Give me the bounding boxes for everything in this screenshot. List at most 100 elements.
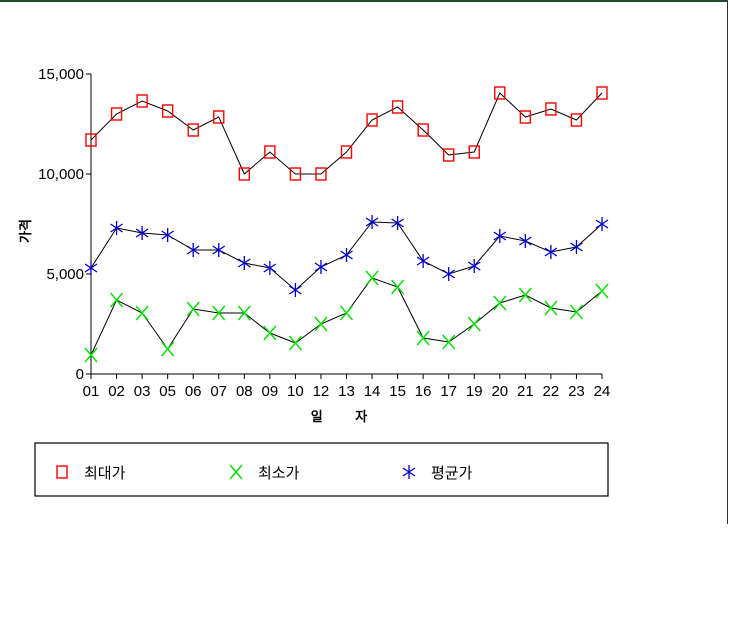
data-point <box>237 305 251 321</box>
data-point <box>212 305 226 321</box>
legend-marker <box>402 465 416 479</box>
data-point <box>237 256 251 270</box>
data-point <box>263 261 277 275</box>
data-point <box>493 229 507 243</box>
data-point <box>494 86 506 100</box>
legend-label: 최소가 <box>258 464 300 482</box>
data-point <box>161 104 174 118</box>
axes <box>90 74 602 375</box>
x-tick-label: 07 <box>210 383 227 400</box>
data-point <box>288 335 302 351</box>
chart-frame <box>0 0 728 524</box>
data-point <box>135 305 149 321</box>
data-point <box>443 148 455 162</box>
x-tick-label: 15 <box>389 383 406 400</box>
data-point <box>365 270 379 286</box>
legend-box <box>34 442 609 497</box>
x-tick-label: 10 <box>287 383 304 400</box>
x-tick-label: 02 <box>108 383 125 400</box>
data-point <box>544 245 558 259</box>
x-tick-label: 14 <box>364 383 381 400</box>
data-point <box>467 316 481 332</box>
data-point <box>596 86 608 100</box>
x-tick-label: 20 <box>491 383 508 400</box>
data-point <box>518 234 532 248</box>
x-tick-label: 12 <box>313 383 330 400</box>
data-point <box>544 300 558 316</box>
data-point <box>314 316 328 332</box>
data-point <box>135 226 149 240</box>
x-tick-label: 01 <box>83 383 100 400</box>
data-point <box>315 167 327 181</box>
data-point <box>442 334 456 350</box>
data-point <box>595 217 609 231</box>
y-tick-label: 10,000 <box>38 166 84 183</box>
series-line-0 <box>90 92 603 175</box>
legend-label: 평균가 <box>431 464 473 482</box>
data-point <box>570 113 583 127</box>
x-tick-label: 13 <box>338 383 355 400</box>
data-point <box>391 100 404 114</box>
data-point <box>365 215 379 229</box>
y-ticks: 0 5,000 10,000 15,000 <box>38 66 91 383</box>
data-point <box>85 133 97 147</box>
x-tick-label: 06 <box>185 383 202 400</box>
data-point <box>518 287 532 303</box>
data-point <box>468 145 480 159</box>
data-point <box>366 113 378 127</box>
data-point <box>264 145 276 159</box>
data-point <box>416 330 430 346</box>
x-tick-label: 16 <box>415 383 432 400</box>
data-point <box>110 221 123 235</box>
x-axis-title: 일 자 <box>311 410 381 425</box>
legend-marker <box>56 465 68 479</box>
data-point <box>417 123 429 137</box>
data-point <box>213 110 225 124</box>
y-tick-label: 5,000 <box>46 266 84 283</box>
x-tick-label: 05 <box>159 383 176 400</box>
y-tick-label: 15,000 <box>38 66 84 83</box>
series-layer <box>84 86 609 363</box>
data-point <box>545 102 557 116</box>
data-point <box>416 254 430 268</box>
data-point <box>110 292 124 308</box>
data-point <box>569 304 583 320</box>
data-point <box>340 248 353 262</box>
data-point <box>289 283 302 297</box>
data-point <box>467 259 481 273</box>
data-point <box>84 261 98 275</box>
legend-marker <box>229 464 243 480</box>
data-point <box>391 216 404 230</box>
x-tick-label: 23 <box>568 383 585 400</box>
x-tick-label: 22 <box>543 383 560 400</box>
x-tick-label: 24 <box>594 383 611 400</box>
data-point <box>314 260 328 274</box>
data-point <box>339 305 354 321</box>
data-point <box>570 240 583 254</box>
x-tick-label: 21 <box>517 383 534 400</box>
data-point <box>391 279 405 295</box>
data-point <box>186 243 200 257</box>
y-tick-label: 0 <box>76 366 84 383</box>
x-tick-label: 03 <box>134 383 151 400</box>
series-line-1 <box>90 277 603 356</box>
data-point <box>263 325 277 341</box>
data-point <box>595 283 609 299</box>
data-point <box>289 167 302 181</box>
x-tick-label: 19 <box>466 383 483 400</box>
data-point <box>519 110 532 124</box>
data-point <box>84 347 98 363</box>
x-tick-label: 09 <box>262 383 279 400</box>
data-point <box>212 243 226 257</box>
legend: 최대가 최소가 평균가 <box>34 442 609 497</box>
data-point <box>238 167 251 181</box>
legend-label: 최대가 <box>84 464 126 482</box>
data-point <box>161 228 175 242</box>
data-point <box>340 145 353 159</box>
x-ticks: 01 02 03 05 06 07 08 09 10 12 13 14 15 16 17 19 20 21 22 23… <box>83 374 611 400</box>
data-point <box>136 94 148 108</box>
x-tick-label: 08 <box>236 383 253 400</box>
data-point <box>187 123 199 137</box>
x-tick-label: 17 <box>440 383 457 400</box>
